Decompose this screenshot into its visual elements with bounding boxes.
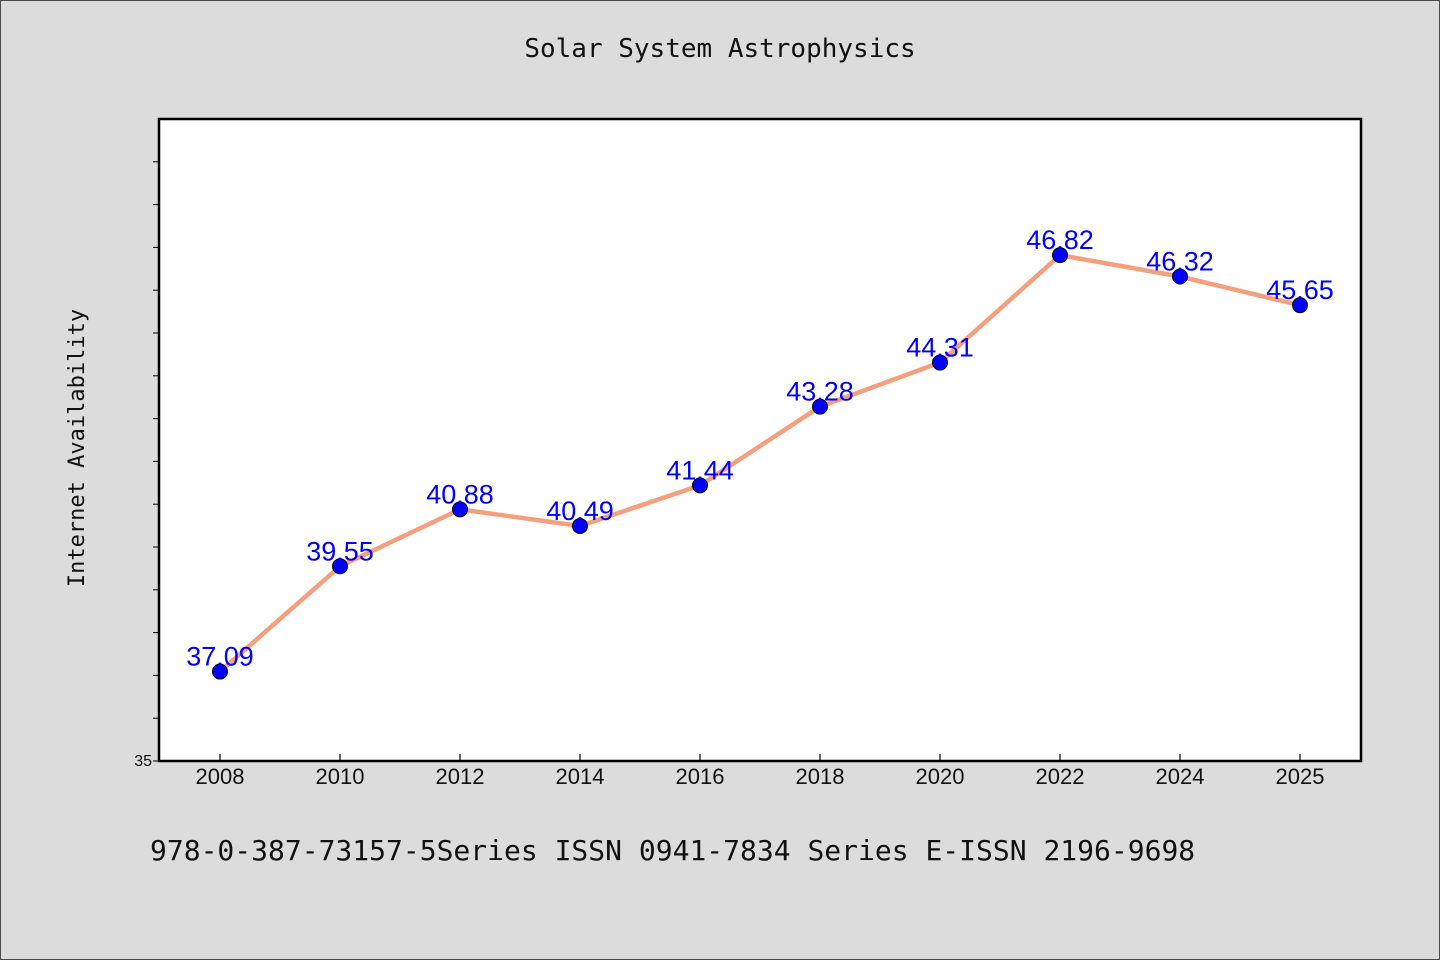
data-label: 43.28 [786,377,854,407]
x-tick-label: 2020 [916,764,965,789]
data-point [692,477,708,494]
x-tick-label: 2016 [676,764,725,789]
data-label: 46.82 [1026,225,1094,255]
x-tick-label: 2014 [556,764,605,789]
series-line [217,252,1303,674]
data-point [1172,268,1188,285]
data-point [812,398,828,415]
x-tick-label: 2008 [196,764,245,789]
y-axis-ticks: 35 [134,161,159,770]
data-point [212,663,228,680]
data-label: 40.88 [426,479,494,509]
data-point [1052,247,1068,264]
data-point [1292,297,1308,314]
data-label: 41.44 [666,455,734,485]
series-group: 37.09 39.55 40.88 40.49 41.44 43.28 44.31 46.82… [186,225,1334,680]
data-label: 40.49 [546,496,614,526]
x-tick-label: 2022 [1036,764,1085,789]
x-tick-label: 2010 [316,764,365,789]
data-label: 37.09 [186,642,254,672]
x-tick-label: 2012 [436,764,485,789]
x-axis-ticks: 2008 2010 2012 2014 2016 2018 2020 2022 2024 2025 [196,754,1325,789]
data-point [932,354,948,371]
data-label: 46.32 [1146,247,1214,277]
plot-area [157,117,1363,763]
data-label: 44.31 [906,333,974,363]
chart-title: Solar System Astrophysics [524,34,916,64]
footer-isbn-issn: 978-0-387-73157-5Series ISSN 0941-7834 S… [150,834,1196,867]
data-label: 39.55 [306,536,374,566]
y-axis-label: Internet Availability [65,309,90,587]
y-tick-label: 35 [134,753,152,770]
x-tick-label: 2024 [1156,764,1205,789]
data-point [332,558,348,575]
data-point [452,501,468,518]
data-point [572,518,588,535]
x-tick-label: 2018 [796,764,845,789]
data-label: 45.65 [1266,275,1334,305]
x-tick-label: 2025 [1276,764,1325,789]
